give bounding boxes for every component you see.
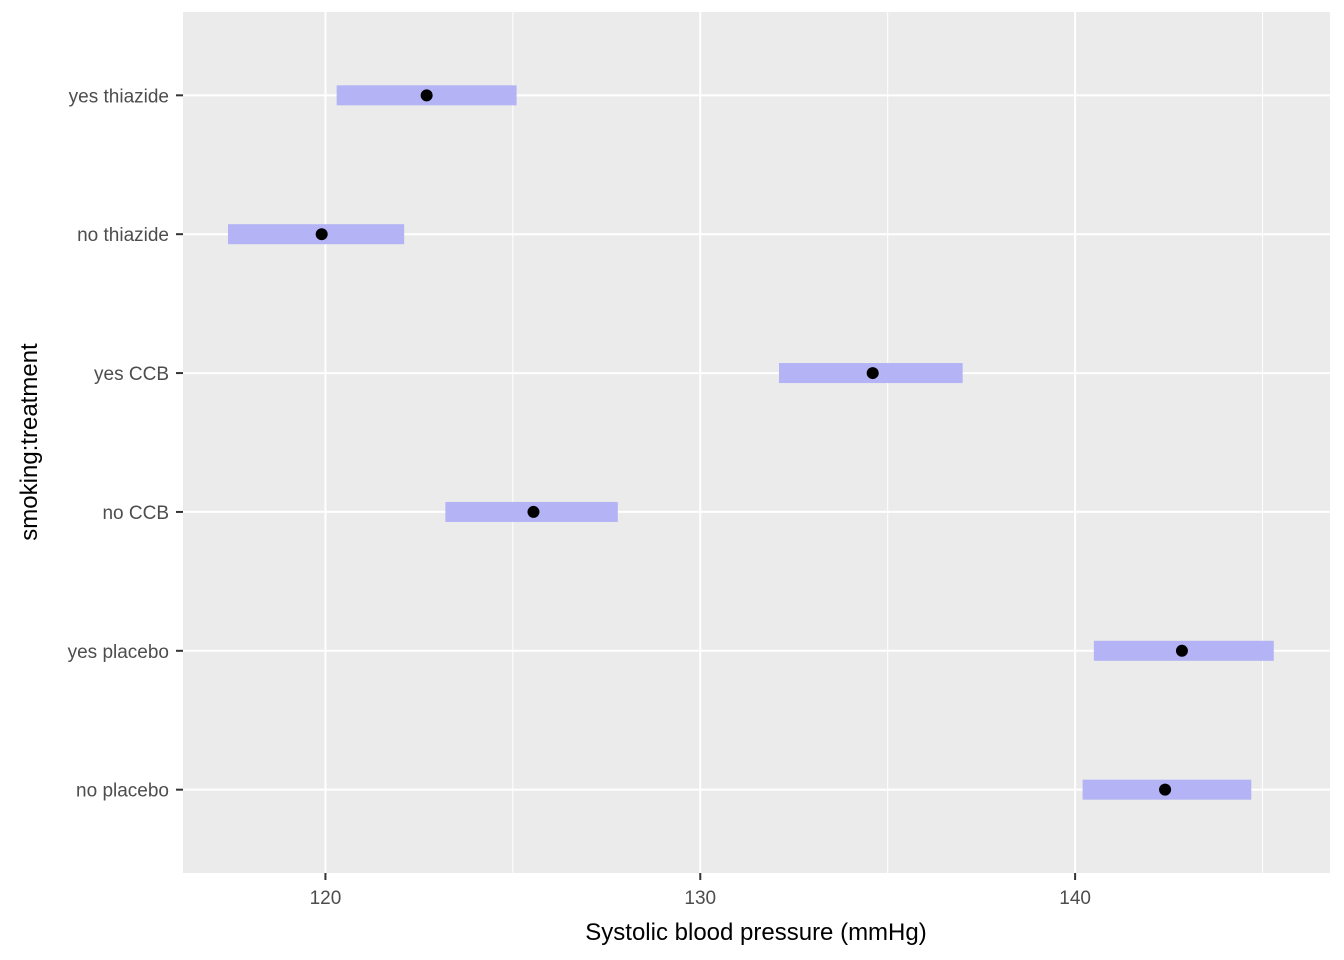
estimate-point [420,89,433,102]
y-tick-label: yes thiazide [69,86,169,107]
y-tick-label: yes placebo [68,642,169,663]
estimate-point [527,505,540,518]
y-tick-label: no CCB [102,503,169,524]
y-tick-label: yes CCB [94,364,169,385]
y-axis-title: smoking:treatment [16,343,43,541]
x-tick-label: 120 [310,888,342,909]
y-axis: no placebo yes placebo no CCB yes CCB no thi… [68,86,183,802]
y-tick-label: no placebo [76,781,169,802]
y-tick-label: no thiazide [77,225,169,246]
grid-minor [512,12,1264,873]
x-axis: 120 130 140 [310,873,1091,909]
points [315,89,1188,796]
estimate-point [1159,783,1172,796]
estimate-point [1175,644,1188,657]
estimate-point [315,228,328,241]
x-tick-label: 140 [1059,888,1091,909]
estimate-point [866,367,879,380]
x-tick-label: 130 [684,888,716,909]
plot-panel [183,12,1330,873]
x-axis-title: Systolic blood pressure (mmHg) [585,919,926,946]
